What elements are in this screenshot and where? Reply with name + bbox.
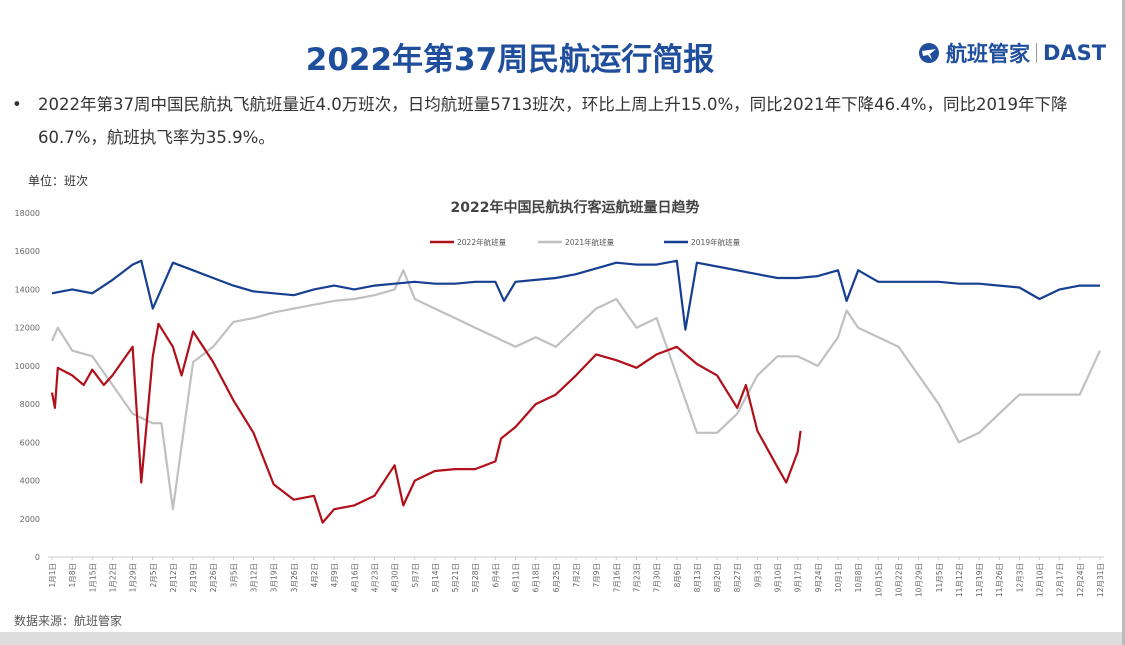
x-tick-label: 12月24日 bbox=[1076, 563, 1085, 597]
x-tick-label: 3月12日 bbox=[250, 563, 259, 592]
x-tick-label: 8月13日 bbox=[693, 563, 702, 592]
x-tick-label: 9月24日 bbox=[814, 563, 823, 592]
y-tick-label: 12000 bbox=[15, 324, 40, 333]
x-tick-label: 11月19日 bbox=[975, 563, 984, 597]
series-line-2022年航班量 bbox=[50, 322, 802, 524]
x-tick-label: 6月4日 bbox=[491, 563, 500, 588]
logo-brand: DAST bbox=[1043, 41, 1107, 65]
y-tick-label: 14000 bbox=[15, 285, 40, 294]
x-tick-label: 3月19日 bbox=[270, 563, 279, 592]
x-tick-label: 1月29日 bbox=[129, 563, 138, 592]
x-tick-label: 4月30日 bbox=[391, 563, 400, 592]
y-tick-label: 4000 bbox=[20, 477, 40, 486]
chart-title: 2022年中国民航执行客运航班量日趋势 bbox=[451, 199, 700, 216]
x-tick-label: 3月5日 bbox=[229, 563, 238, 588]
plane-logo-icon bbox=[919, 43, 939, 63]
x-tick-label: 7月23日 bbox=[632, 563, 641, 592]
x-tick-label: 11月5日 bbox=[935, 563, 944, 592]
summary-text: 2022年第37周中国民航执飞航班量近4.0万班次，日均航班量5713班次，环比… bbox=[12, 88, 1118, 154]
x-tick-label: 11月12日 bbox=[955, 563, 964, 597]
x-tick-label: 3月26日 bbox=[290, 563, 299, 592]
legend-label: 2021年航班量 bbox=[565, 237, 615, 247]
x-tick-label: 5月28日 bbox=[471, 563, 480, 592]
y-tick-label: 2000 bbox=[20, 515, 40, 524]
x-tick-label: 8月27日 bbox=[733, 563, 742, 592]
logo-text: 航班管家 bbox=[946, 42, 1030, 66]
x-tick-label: 9月10日 bbox=[774, 563, 783, 592]
x-tick-label: 4月16日 bbox=[350, 563, 359, 592]
x-tick-label: 7月9日 bbox=[592, 563, 601, 588]
legend-label: 2019年航班量 bbox=[691, 237, 741, 247]
x-tick-label: 5月21日 bbox=[451, 563, 460, 592]
x-tick-label: 4月9日 bbox=[330, 563, 339, 588]
source-note: 数据来源：航班管家 bbox=[14, 614, 123, 628]
x-tick-label: 10月8日 bbox=[854, 563, 863, 592]
x-tick-label: 12月31日 bbox=[1096, 563, 1105, 597]
x-tick-label: 1月15日 bbox=[88, 563, 97, 592]
right-border bbox=[1122, 0, 1125, 645]
legend-label: 2022年航班量 bbox=[457, 237, 507, 247]
y-tick-label: 8000 bbox=[20, 400, 40, 409]
series-line-2019年航班量 bbox=[51, 259, 1100, 331]
x-tick-label: 2月5日 bbox=[149, 563, 158, 588]
x-tick-label: 2月19日 bbox=[189, 563, 198, 592]
x-tick-label: 10月29日 bbox=[915, 563, 924, 597]
x-tick-label: 7月2日 bbox=[572, 563, 581, 588]
x-tick-label: 7月30日 bbox=[653, 563, 662, 592]
x-tick-label: 1月8日 bbox=[68, 563, 77, 588]
x-tick-label: 7月16日 bbox=[612, 563, 621, 592]
y-tick-label: 6000 bbox=[20, 438, 40, 447]
logo: 航班管家 DAST bbox=[918, 38, 1106, 68]
x-tick-label: 6月18日 bbox=[532, 563, 541, 592]
x-tick-label: 12月17日 bbox=[1056, 563, 1065, 597]
x-tick-label: 2月12日 bbox=[169, 563, 178, 592]
y-tick-label: 0 bbox=[35, 553, 40, 562]
x-tick-label: 10月15日 bbox=[874, 563, 883, 597]
x-tick-label: 10月1日 bbox=[834, 563, 843, 592]
x-tick-label: 6月25日 bbox=[552, 563, 561, 592]
x-tick-label: 9月3日 bbox=[753, 563, 762, 588]
x-tick-label: 6月11日 bbox=[512, 563, 521, 592]
x-tick-label: 9月17日 bbox=[794, 563, 803, 592]
y-tick-label: 18000 bbox=[15, 209, 40, 218]
x-tick-label: 2月26日 bbox=[209, 563, 218, 592]
y-tick-label: 10000 bbox=[15, 362, 40, 371]
x-tick-label: 1月1日 bbox=[48, 563, 57, 588]
x-tick-label: 8月6日 bbox=[673, 563, 682, 588]
x-tick-label: 12月10日 bbox=[1036, 563, 1045, 597]
y-tick-label: 16000 bbox=[15, 247, 40, 256]
x-tick-label: 1月22日 bbox=[108, 563, 117, 592]
x-tick-label: 4月2日 bbox=[310, 563, 319, 588]
x-tick-label: 11月26日 bbox=[995, 563, 1004, 597]
x-tick-label: 8月20日 bbox=[713, 563, 722, 592]
unit-label: 单位：班次 bbox=[28, 174, 89, 188]
x-tick-label: 4月23日 bbox=[370, 563, 379, 592]
x-tick-label: 10月22日 bbox=[894, 563, 903, 597]
x-tick-label: 5月7日 bbox=[411, 563, 420, 588]
x-tick-label: 12月3日 bbox=[1015, 563, 1024, 592]
x-tick-label: 5月14日 bbox=[431, 563, 440, 592]
series-line-2021年航班量 bbox=[50, 269, 1101, 511]
page-title: 2022年第37周民航运行简报 bbox=[305, 42, 715, 78]
bottom-bar bbox=[0, 632, 1125, 645]
logo-divider bbox=[1036, 43, 1037, 63]
